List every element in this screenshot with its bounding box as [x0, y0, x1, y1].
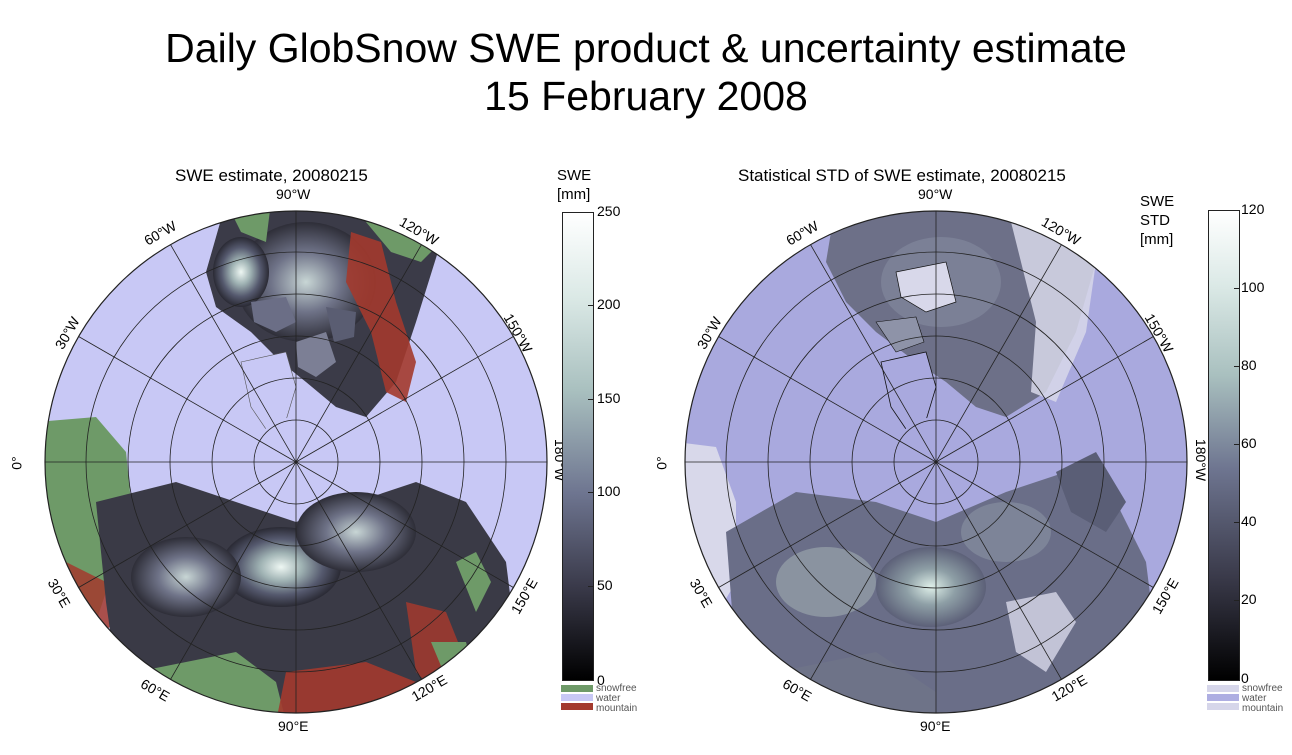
- category-label: water: [596, 693, 621, 704]
- swe-tick: 150: [597, 390, 621, 406]
- category-label: mountain: [1242, 703, 1284, 714]
- water-swatch: [561, 694, 593, 701]
- category-label: mountain: [596, 703, 638, 714]
- category-label: snowfree: [596, 683, 637, 694]
- swe-tick: 0: [597, 672, 605, 688]
- snowfree-swatch: [1207, 685, 1239, 692]
- snowfree-swatch: [561, 685, 593, 692]
- lon-label-0: 0°: [653, 456, 670, 470]
- swe-tick: 50: [597, 577, 613, 593]
- title-line-2: 15 February 2008: [484, 73, 808, 119]
- std-colorbar: [1208, 210, 1240, 681]
- lon-label-90e: 90°E: [278, 718, 309, 734]
- std-tick: 20: [1241, 591, 1257, 607]
- page-title: Daily GlobSnow SWE product & uncertainty…: [0, 24, 1292, 120]
- category-label: water: [1242, 693, 1267, 704]
- lon-label-90w: 90°W: [276, 186, 311, 202]
- category-label: snowfree: [1242, 683, 1283, 694]
- swe-colorbar-title: SWE [mm]: [557, 167, 592, 203]
- lon-label-0: 0°: [8, 456, 25, 470]
- lon-label-90e: 90°E: [920, 718, 951, 734]
- graticule: [684, 210, 1188, 714]
- graticule: [44, 210, 548, 714]
- swe-tick: 200: [597, 296, 621, 312]
- std-tick: 100: [1241, 279, 1265, 295]
- std-tick: 80: [1241, 357, 1257, 373]
- title-line-1: Daily GlobSnow SWE product & uncertainty…: [165, 25, 1127, 71]
- lon-label-90w: 90°W: [918, 186, 953, 202]
- swe-map-title: SWE estimate, 20080215: [175, 166, 368, 185]
- std-tick: 120: [1241, 201, 1265, 217]
- water-swatch: [1207, 694, 1239, 701]
- std-colorbar-title: SWE STD [mm]: [1140, 193, 1175, 248]
- swe-colorbar: [562, 212, 594, 681]
- mountain-swatch: [1207, 703, 1239, 710]
- std-map-title: Statistical STD of SWE estimate, 2008021…: [738, 166, 1066, 185]
- std-polar-map: [684, 210, 1188, 714]
- std-tick: 40: [1241, 513, 1257, 529]
- std-tick: 60: [1241, 435, 1257, 451]
- swe-polar-map: [44, 210, 548, 714]
- lon-label-180w: 180°W: [1193, 438, 1210, 482]
- std-tick: 0: [1241, 670, 1249, 686]
- swe-tick: 100: [597, 483, 621, 499]
- mountain-swatch: [561, 703, 593, 710]
- swe-tick: 250: [597, 203, 621, 219]
